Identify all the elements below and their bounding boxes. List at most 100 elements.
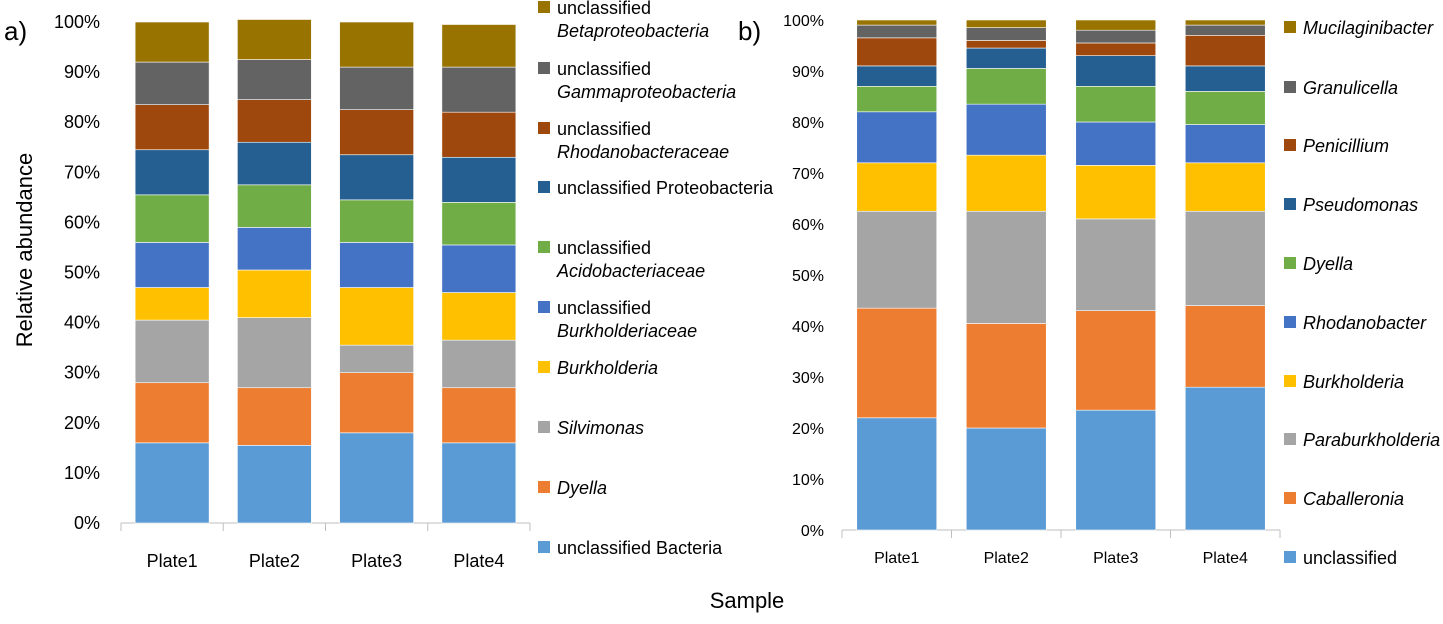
bar-segment	[965, 68, 1047, 105]
y-tick-label: 50%	[792, 268, 824, 285]
legend-swatch	[538, 481, 550, 493]
y-tick-label: 80%	[792, 115, 824, 132]
legend-entry: unclassified	[557, 298, 651, 318]
bar-segment	[339, 21, 414, 68]
y-tick-label: 90%	[792, 64, 824, 81]
bar-segment	[441, 111, 517, 158]
bar-segment	[339, 199, 414, 243]
y-tick-label: 70%	[792, 166, 824, 183]
x-tick-label: Plate1	[147, 551, 198, 571]
bar-segment	[339, 66, 414, 110]
bar-segment	[965, 427, 1047, 531]
bar-segment	[441, 339, 517, 389]
bar-segment	[441, 66, 517, 113]
bar-segment	[134, 382, 210, 444]
bar-segment	[441, 244, 517, 293]
x-tick-label: Plate3	[1093, 550, 1138, 567]
panel-a-label: a)	[4, 16, 27, 46]
bar-segment	[237, 227, 312, 271]
x-tick-label: Plate2	[249, 551, 300, 571]
legend-swatch	[1284, 316, 1296, 328]
legend-entry: Silvimonas	[557, 418, 644, 438]
bar-segment	[1184, 210, 1266, 306]
bar-segment	[1075, 218, 1157, 311]
y-tick-label: 0%	[801, 523, 824, 540]
bar-segment	[856, 65, 938, 87]
bar-segment	[339, 154, 414, 201]
legend-entry: Granulicella	[1303, 78, 1398, 98]
legend-swatch	[1284, 492, 1296, 504]
bar-segment	[237, 99, 312, 143]
y-axis-title: Relative abundance	[12, 153, 37, 347]
legend-entry: Dyella	[557, 478, 607, 498]
legend-entry: unclassified	[557, 59, 651, 79]
bar-segment	[441, 387, 517, 444]
bar-segment	[856, 210, 938, 309]
bar-segment	[1184, 91, 1266, 125]
legend-swatch	[538, 541, 550, 553]
bar-segment	[134, 149, 210, 196]
y-tick-label: 0%	[74, 513, 100, 533]
bar-segment	[1184, 65, 1266, 92]
bar-segment	[1184, 386, 1266, 531]
bar-segment	[965, 154, 1047, 212]
y-tick-label: 10%	[64, 463, 100, 483]
bar-segment	[441, 442, 517, 524]
legend-swatch	[538, 361, 550, 373]
bar-segment	[856, 37, 938, 67]
y-tick-label: 50%	[64, 263, 100, 283]
legend-swatch	[1284, 375, 1296, 387]
bar-segment	[237, 317, 312, 389]
y-tick-label: 40%	[64, 313, 100, 333]
bar-segment	[134, 242, 210, 288]
legend-entry: Gammaproteobacteria	[557, 82, 736, 102]
bar-segment	[1075, 121, 1157, 166]
x-tick-label: Plate4	[1203, 550, 1248, 567]
x-axis-title: Sample	[710, 588, 785, 613]
bar-segment	[965, 323, 1047, 429]
legend-entry: Dyella	[1303, 254, 1353, 274]
legend-entry: unclassified	[557, 238, 651, 258]
bar-segment	[1184, 24, 1266, 36]
bar-segment	[441, 202, 517, 246]
bar-segment	[965, 47, 1047, 69]
legend-swatch	[538, 301, 550, 313]
legend-swatch	[1284, 21, 1296, 33]
bar-segment	[134, 61, 210, 105]
bar-segment	[965, 40, 1047, 49]
bar-segment	[1184, 19, 1266, 26]
bar-segment	[339, 344, 414, 373]
legend-swatch	[1284, 433, 1296, 445]
bar-segment	[965, 27, 1047, 41]
legend-entry: Burkholderia	[1303, 372, 1404, 392]
legend-swatch	[1284, 139, 1296, 151]
bar-segment	[1075, 55, 1157, 87]
legend-entry: Penicillium	[1303, 136, 1389, 156]
legend-swatch	[1284, 257, 1296, 269]
legend-swatch	[1284, 81, 1296, 93]
bar-segment	[1184, 34, 1266, 67]
bar-segment	[1075, 86, 1157, 123]
bar-segment	[134, 194, 210, 243]
chart-panel-a: 0% 10% 20% 30% 40% 50% 60% 70% 80% 90% 100% Plate1 P…	[54, 0, 774, 571]
bar-segment	[1184, 162, 1266, 212]
bar-segment	[237, 269, 312, 318]
legend-entry: Burkholderia	[557, 358, 658, 378]
legend-entry: unclassified	[1303, 548, 1397, 568]
y-tick-label: 100%	[54, 12, 100, 32]
y-tick-label: 20%	[64, 413, 100, 433]
bar-segment	[441, 292, 517, 341]
bar-segment	[134, 21, 210, 63]
legend-entry: Pseudomonas	[1303, 195, 1418, 215]
y-tick-label: 20%	[792, 421, 824, 438]
x-tick-label: Plate1	[874, 550, 919, 567]
legend-entry: Rhodanobacter	[1303, 313, 1427, 333]
bar-segment	[339, 242, 414, 288]
legend-swatch	[538, 1, 550, 13]
chart-panel-b: 0% 10% 20% 30% 40% 50% 60% 70% 80% 90% 100% Plate1 P…	[783, 13, 1440, 568]
y-tick-label: 60%	[792, 217, 824, 234]
legend-entry: unclassified	[557, 119, 651, 139]
legend-entry: Acidobacteriaceae	[556, 261, 705, 281]
bar-segment	[339, 287, 414, 346]
bar-segment	[441, 156, 517, 203]
